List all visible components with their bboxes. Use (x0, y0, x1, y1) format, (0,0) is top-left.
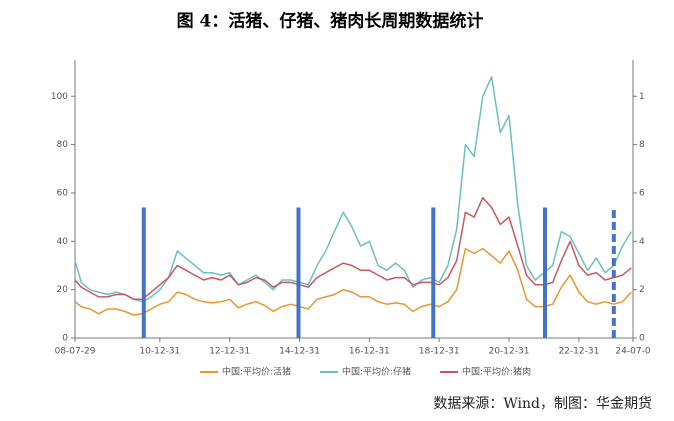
y-tick-label: 60 (57, 188, 69, 198)
x-tick-label: 16-12-31 (349, 347, 390, 357)
x-tick-label: 08-07-29 (55, 347, 96, 357)
x-tick-label: 18-12-31 (419, 347, 460, 357)
chart-title: 图 4：活猪、仔猪、猪肉长周期数据统计 (177, 11, 484, 32)
y2-tick-label: 0 (639, 334, 645, 344)
legend-label: 中国:平均价:活猪 (222, 366, 291, 378)
y2-tick-label: 6 (639, 188, 645, 198)
series-line (74, 76, 632, 303)
x-tick-label: 20-12-31 (489, 347, 530, 357)
legend-label: 中国:平均价:猪肉 (462, 366, 531, 378)
x-tick-label: 12-12-31 (209, 347, 250, 357)
y2-tick-label: 2 (639, 285, 645, 295)
x-tick-label: 10-12-31 (139, 347, 180, 357)
y2-tick-label: 4 (639, 237, 645, 247)
y-tick-label: 80 (57, 140, 69, 150)
y-tick-label: 40 (57, 237, 69, 247)
y2-tick-label: 8 (639, 140, 645, 150)
y-tick-label: 100 (51, 92, 68, 102)
source-note: 数据来源：Wind，制图：华金期货 (433, 395, 652, 412)
y2-tick-label: 1 (639, 92, 645, 102)
y-tick-label: 20 (57, 285, 69, 295)
x-tick-label: 22-12-31 (558, 347, 599, 357)
series-line (74, 197, 632, 301)
series-line (74, 247, 632, 316)
y-tick-label: 0 (62, 334, 68, 344)
x-tick-label: 14-12-31 (279, 347, 320, 357)
legend-label: 中国:平均价:仔猪 (342, 366, 411, 378)
x-tick-label: 24-07-0 (615, 347, 650, 357)
